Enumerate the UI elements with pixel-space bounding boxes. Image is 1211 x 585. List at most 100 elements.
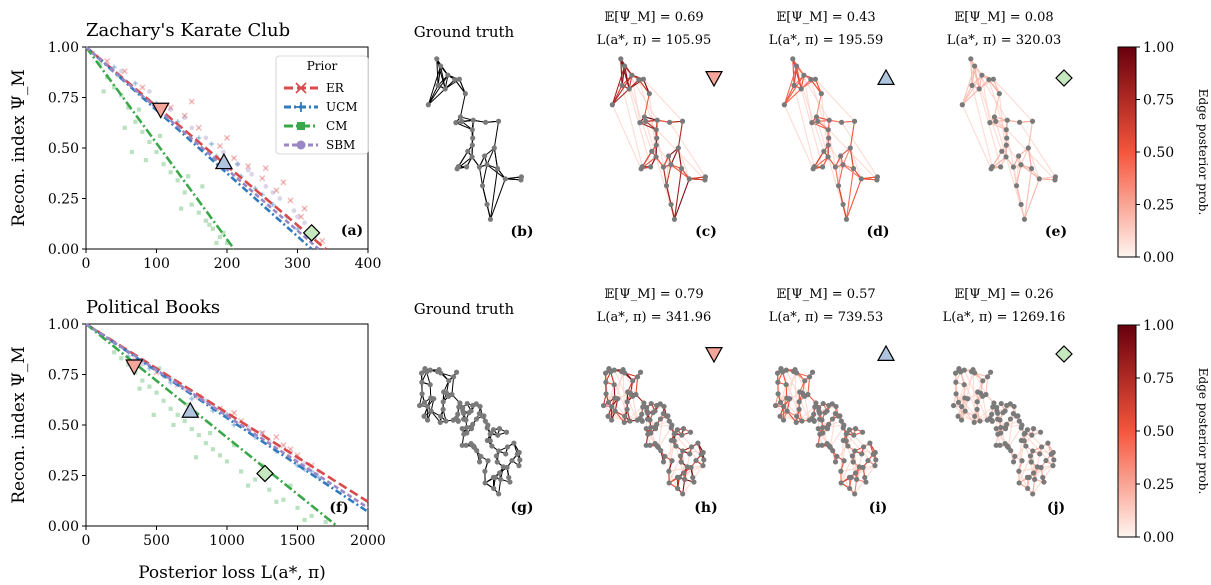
data-point-cm xyxy=(122,125,127,130)
data-point-er xyxy=(230,409,238,417)
data-point-cm xyxy=(112,85,117,90)
x-tick-label: 400 xyxy=(355,256,382,272)
node xyxy=(840,162,846,168)
edge xyxy=(837,164,844,186)
network-panel-i: (i) 𝔼[Ψ_M] = 0.57 L(a*, π) = 739.53 xyxy=(769,287,896,516)
data-point-cm xyxy=(157,133,163,138)
node xyxy=(832,459,839,465)
node xyxy=(1016,468,1022,474)
edge-low-prob xyxy=(1013,166,1032,170)
node xyxy=(829,416,836,422)
edge xyxy=(436,58,439,86)
data-point-cm xyxy=(203,441,208,446)
node xyxy=(605,399,612,406)
node xyxy=(1030,448,1036,454)
data-point-cm xyxy=(129,149,134,155)
node xyxy=(453,415,459,422)
panel-marker-triangle-up xyxy=(876,68,896,86)
node xyxy=(650,410,656,416)
colorbar-tick-label: 0.00 xyxy=(1143,530,1174,546)
node xyxy=(695,440,701,446)
legend-marker-cm xyxy=(297,122,305,130)
node xyxy=(851,118,858,124)
network-panel-j: (j) 𝔼[Ψ_M] = 0.26 L(a*, π) = 1269.16 xyxy=(943,287,1073,516)
data-point-er xyxy=(297,213,305,220)
colorbar: 0.00 0.25 0.50 0.75 1.00 Edge posterior prob. xyxy=(1117,318,1210,546)
node xyxy=(671,216,678,222)
data-point-cm xyxy=(186,174,191,179)
node xyxy=(1003,142,1009,148)
node xyxy=(987,120,993,126)
node xyxy=(849,453,856,459)
node xyxy=(1040,474,1046,481)
node xyxy=(993,118,999,124)
node xyxy=(990,404,996,410)
edge-low-prob xyxy=(677,147,690,179)
edge xyxy=(1012,166,1018,186)
y-tick-label: 0.25 xyxy=(48,192,79,208)
node xyxy=(838,468,844,474)
node xyxy=(496,426,503,432)
node xyxy=(996,91,1002,97)
node xyxy=(991,400,997,406)
node xyxy=(815,118,821,124)
node xyxy=(418,370,425,376)
node xyxy=(675,485,681,492)
node xyxy=(457,114,464,120)
node xyxy=(416,402,423,409)
node xyxy=(641,114,648,120)
y-tick-label: 1.00 xyxy=(48,40,79,56)
fit-line-sbm xyxy=(85,322,369,509)
data-point-cm xyxy=(161,162,166,167)
node xyxy=(660,459,667,465)
node xyxy=(421,413,427,419)
y-axis-label-text: Recon. index Ψ_M xyxy=(9,69,29,227)
node xyxy=(424,369,430,375)
data-point-er xyxy=(319,237,326,245)
edge-low-prob xyxy=(982,396,988,421)
network-panel-e: (e) 𝔼[Ψ_M] = 0.08 L(a*, π) = 320.03 xyxy=(947,10,1073,240)
node xyxy=(1010,164,1017,170)
node xyxy=(476,164,483,170)
edge-low-prob xyxy=(642,78,683,122)
node xyxy=(516,463,522,469)
node xyxy=(615,396,621,402)
node xyxy=(640,76,647,82)
node xyxy=(1027,453,1034,459)
edge xyxy=(611,88,630,106)
x-tick-label: 0 xyxy=(82,533,91,549)
colorbar-gradient xyxy=(1117,46,1137,258)
expected-recon-index: 𝔼[Ψ_M] = 0.69 xyxy=(604,10,703,25)
node xyxy=(825,127,831,133)
node xyxy=(454,166,460,172)
node xyxy=(493,453,500,459)
node xyxy=(636,76,642,83)
node xyxy=(469,142,475,148)
data-point-er xyxy=(230,154,238,162)
expected-recon-index: 𝔼[Ψ_M] = 0.79 xyxy=(604,287,703,302)
node xyxy=(986,76,992,83)
data-point-er xyxy=(167,104,174,111)
node xyxy=(648,424,654,431)
edge-low-prob xyxy=(961,104,992,170)
node xyxy=(637,120,643,126)
edge-low-prob xyxy=(793,85,815,167)
data-point-sbm xyxy=(182,115,188,121)
node xyxy=(637,415,643,422)
node xyxy=(504,444,511,450)
data-point-cm xyxy=(231,443,237,448)
node xyxy=(837,413,843,419)
node xyxy=(494,459,500,465)
node xyxy=(662,453,668,459)
node xyxy=(641,400,647,406)
node xyxy=(464,400,470,407)
node xyxy=(666,480,672,486)
node xyxy=(605,413,611,419)
node xyxy=(820,164,826,170)
node xyxy=(962,408,968,414)
node xyxy=(680,448,686,454)
edge xyxy=(427,74,449,106)
node xyxy=(998,164,1004,170)
network-graph xyxy=(609,56,709,222)
edge xyxy=(961,74,983,106)
